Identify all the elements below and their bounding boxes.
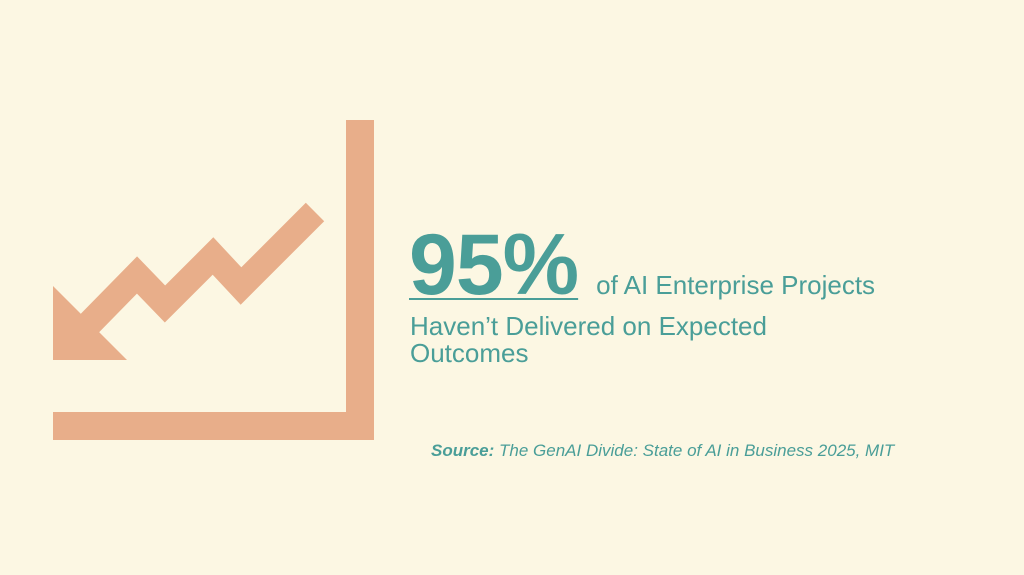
chart-axis <box>53 120 374 440</box>
stat-value: 95% <box>409 217 579 313</box>
trend-arrowhead <box>53 286 127 360</box>
headline-description: Haven’t Delivered on Expected Outcomes <box>410 311 767 368</box>
headline-stat: 95% of AI Enterprise Projects <box>409 222 875 308</box>
source-text: The GenAI Divide: State of AI in Busines… <box>499 441 895 460</box>
source-citation: Source: The GenAI Divide: State of AI in… <box>431 441 894 461</box>
stat-tail: of AI Enterprise Projects <box>596 270 876 300</box>
source-label: Source: <box>431 441 495 460</box>
trend-line <box>78 202 325 335</box>
